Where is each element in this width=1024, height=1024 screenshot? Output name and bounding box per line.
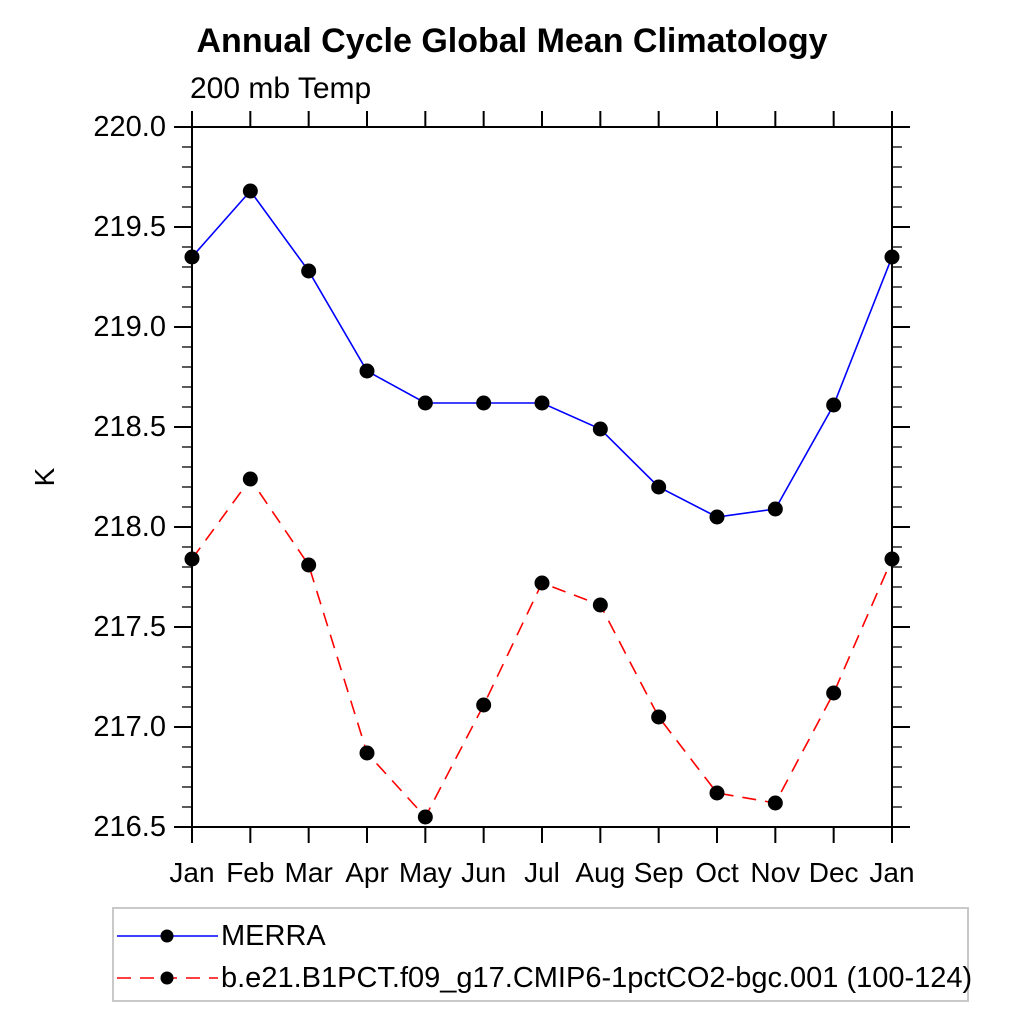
chart-title: Annual Cycle Global Mean Climatology: [197, 22, 828, 60]
series-line-0: [191, 189, 893, 518]
data-point-marker: [417, 395, 433, 411]
axes: [174, 111, 910, 843]
data-point-marker: [884, 249, 900, 265]
x-tick-label: Oct: [695, 857, 739, 888]
data-point-marker: [359, 363, 375, 379]
x-tick-label: Nov: [750, 857, 800, 888]
data-point-marker: [651, 709, 667, 725]
legend-label-cmip6: b.e21.B1PCT.f09_g17.CMIP6-1pctCO2-bgc.00…: [221, 962, 972, 994]
chart-subtitle: 200 mb Temp: [190, 72, 371, 105]
x-tick-label: Mar: [285, 857, 333, 888]
data-point-marker: [709, 509, 725, 525]
x-tick-label: Jan: [869, 857, 914, 888]
x-tick-label: Dec: [809, 857, 859, 888]
legend-box: [112, 907, 969, 1002]
data-point-marker: [709, 785, 725, 801]
x-tick-label: May: [399, 857, 452, 888]
y-tick-label: 216.5: [93, 811, 166, 843]
data-point-marker: [417, 809, 433, 825]
y-tick-labels: 220.0 219.5 219.0 218.5 218.0 217.5 217.0 216.5: [93, 111, 166, 843]
plot-border: [191, 126, 893, 828]
y-tick-label: 217.0: [93, 711, 166, 743]
x-tick-label: Apr: [345, 857, 389, 888]
data-point-marker: [242, 183, 258, 199]
x-tick-label: Jul: [524, 857, 560, 888]
data-point-marker: [534, 575, 550, 591]
data-point-marker: [242, 471, 258, 487]
data-point-marker: [592, 421, 608, 437]
y-tick-label: 218.5: [93, 411, 166, 443]
data-point-marker: [301, 263, 317, 279]
data-point-markers: [184, 183, 900, 825]
x-tick-label: Feb: [226, 857, 274, 888]
data-point-marker: [826, 685, 842, 701]
legend: MERRA b.e21.B1PCT.f09_g17.CMIP6-1pctCO2-…: [112, 907, 972, 1002]
legend-label-merra: MERRA: [221, 920, 326, 952]
x-tick-label: Jan: [169, 857, 214, 888]
x-tick-labels: Jan Feb Mar Apr May Jun Jul Aug Sep Oct Nov Dec Jan: [169, 857, 914, 888]
y-tick-label: 217.5: [93, 611, 166, 643]
y-tick-label: 219.0: [93, 311, 166, 343]
data-point-marker: [767, 795, 783, 811]
x-tick-label: Sep: [634, 857, 684, 888]
y-tick-label: 220.0: [93, 111, 166, 143]
legend-sample-marker-0: [160, 929, 174, 943]
legend-sample-marker-1: [160, 971, 174, 985]
y-axis-label: K: [29, 467, 60, 486]
x-tick-label: Aug: [575, 857, 625, 888]
data-point-marker: [184, 551, 200, 567]
y-tick-label: 218.0: [93, 511, 166, 543]
data-point-marker: [884, 551, 900, 567]
data-point-marker: [476, 395, 492, 411]
data-point-marker: [359, 745, 375, 761]
legend-line-samples: [117, 929, 218, 985]
data-point-marker: [184, 249, 200, 265]
data-point-marker: [592, 597, 608, 613]
series-lines: [191, 189, 893, 819]
data-point-marker: [651, 479, 667, 495]
x-tick-label: Jun: [461, 857, 506, 888]
y-tick-label: 219.5: [93, 211, 166, 243]
data-point-marker: [476, 697, 492, 713]
data-point-marker: [301, 557, 317, 573]
series-line-1: [191, 477, 893, 819]
data-point-marker: [767, 501, 783, 517]
data-point-marker: [534, 395, 550, 411]
data-point-marker: [826, 397, 842, 413]
